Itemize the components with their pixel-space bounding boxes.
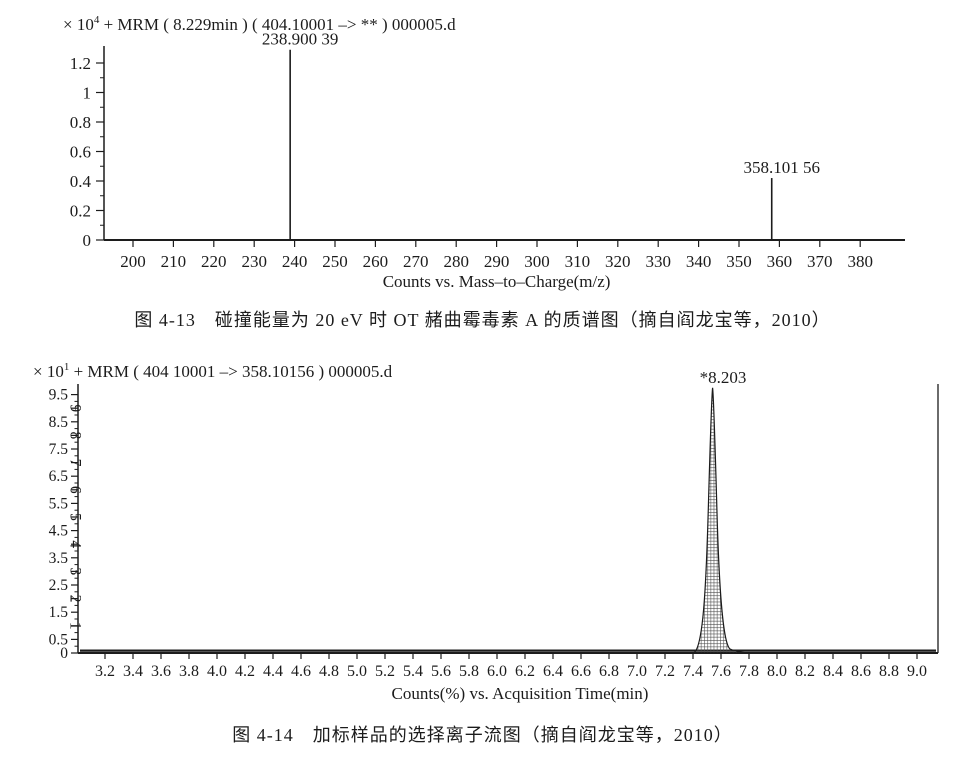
x-tick-label: 3.8: [179, 663, 199, 680]
x-tick-label: 5.2: [375, 663, 395, 680]
x-tick-label: 350: [726, 252, 752, 271]
x-tick-label: 6.6: [571, 663, 591, 680]
y-tick-label: 6: [67, 486, 84, 494]
x-tick-label: 300: [524, 252, 550, 271]
peak-apex-label: *8.203: [700, 368, 747, 387]
x-tick-label: 4.6: [291, 663, 311, 680]
y-tick-label: 8.5: [49, 414, 69, 431]
x-tick-label: 5.0: [347, 663, 367, 680]
y-tick-label: 4: [67, 540, 84, 548]
chromatogram-figure: × 101 + MRM ( 404 10001 –> 358.10156 ) 0…: [33, 361, 939, 703]
y-tick-label: 5.5: [49, 495, 69, 512]
y-tick-label: 0.5: [49, 631, 69, 648]
x-tick-label: 340: [686, 252, 712, 271]
figure-4-13-caption: 图 4-13 碰撞能量为 20 eV 时 OT 赭曲霉毒素 A 的质谱图（摘自阎…: [134, 310, 831, 330]
y-tick-label: 2.5: [49, 577, 69, 594]
x-tick-label: 290: [484, 252, 510, 271]
y-tick-label: 5: [67, 513, 84, 521]
x-tick-label: 8.6: [851, 663, 871, 680]
x-tick-label: 360: [767, 252, 793, 271]
x-tick-label: 6.2: [515, 663, 535, 680]
chromatogram-peak: [692, 387, 749, 654]
y-tick-label: 1: [83, 84, 92, 103]
x-tick-label: 3.2: [95, 663, 115, 680]
x-tick-label: 330: [645, 252, 671, 271]
x-tick-label: 7.0: [627, 663, 647, 680]
x-tick-label: 8.0: [767, 663, 787, 680]
x-tick-label: 4.0: [207, 663, 227, 680]
x-tick-label: 280: [443, 252, 469, 271]
x-tick-label: 8.4: [823, 663, 843, 680]
x-tick-label: 320: [605, 252, 631, 271]
y-tick-label: 3: [67, 568, 84, 576]
y-tick-label: 1.2: [70, 54, 91, 73]
y-tick-label: 7.5: [49, 441, 69, 458]
y-tick-label: 7: [67, 459, 84, 467]
x-tick-label: 7.6: [711, 663, 731, 680]
spectrum-title: × 104 + MRM ( 8.229min ) ( 404.10001 –> …: [63, 14, 456, 34]
x-tick-label: 7.8: [739, 663, 759, 680]
x-tick-label: 310: [565, 252, 591, 271]
figure-4-14-caption: 图 4-14 加标样品的选择离子流图（摘自阎龙宝等，2010）: [232, 725, 733, 745]
y-tick-label: 9.5: [49, 387, 69, 404]
x-tick-label: 260: [363, 252, 389, 271]
x-tick-label: 210: [161, 252, 187, 271]
x-tick-label: 8.8: [879, 663, 899, 680]
x-tick-label: 240: [282, 252, 308, 271]
x-tick-label: 380: [847, 252, 873, 271]
x-tick-label: 6.8: [599, 663, 619, 680]
x-tick-label: 7.4: [683, 663, 703, 680]
y-tick-label: 8: [67, 432, 84, 440]
y-tick-label: 1.5: [49, 604, 69, 621]
x-tick-label: 6.0: [487, 663, 507, 680]
x-tick-label: 250: [322, 252, 348, 271]
x-tick-label: 6.4: [543, 663, 563, 680]
y-tick-label: 1: [67, 622, 84, 630]
mass-spectrum-figure: × 104 + MRM ( 8.229min ) ( 404.10001 –> …: [63, 14, 905, 291]
x-axis-label: Counts(%) vs. Acquisition Time(min): [392, 684, 649, 703]
y-tick-label: 9: [67, 404, 84, 412]
x-tick-label: 4.2: [235, 663, 255, 680]
y-tick-label: 3.5: [49, 550, 69, 567]
chromatogram-title: × 101 + MRM ( 404 10001 –> 358.10156 ) 0…: [33, 361, 393, 381]
x-tick-label: 5.4: [403, 663, 423, 680]
x-tick-label: 9.0: [907, 663, 927, 680]
peak-label: 238.900 39: [262, 30, 339, 49]
x-tick-label: 7.2: [655, 663, 675, 680]
x-tick-label: 5.6: [431, 663, 451, 680]
peak-label: 358.101 56: [743, 158, 820, 177]
y-tick-label: 6.5: [49, 468, 69, 485]
y-tick-label: 4.5: [49, 523, 69, 540]
x-tick-label: 5.8: [459, 663, 479, 680]
y-tick-label: 0.6: [70, 143, 91, 162]
y-tick-label: 0.4: [70, 172, 92, 191]
x-tick-label: 200: [120, 252, 146, 271]
x-tick-label: 3.6: [151, 663, 171, 680]
x-axis-label: Counts vs. Mass–to–Charge(m/z): [383, 272, 611, 291]
x-tick-label: 3.4: [123, 663, 143, 680]
x-tick-label: 370: [807, 252, 833, 271]
y-tick-label: 0: [60, 645, 68, 662]
y-tick-label: 0.8: [70, 113, 91, 132]
y-tick-label: 0.2: [70, 202, 91, 221]
x-tick-label: 4.8: [319, 663, 339, 680]
x-tick-label: 230: [241, 252, 267, 271]
y-tick-label: 0: [83, 231, 92, 250]
x-tick-label: 4.4: [263, 663, 283, 680]
y-tick-label: 2: [67, 595, 84, 603]
x-tick-label: 220: [201, 252, 227, 271]
x-tick-label: 8.2: [795, 663, 815, 680]
x-tick-label: 270: [403, 252, 429, 271]
